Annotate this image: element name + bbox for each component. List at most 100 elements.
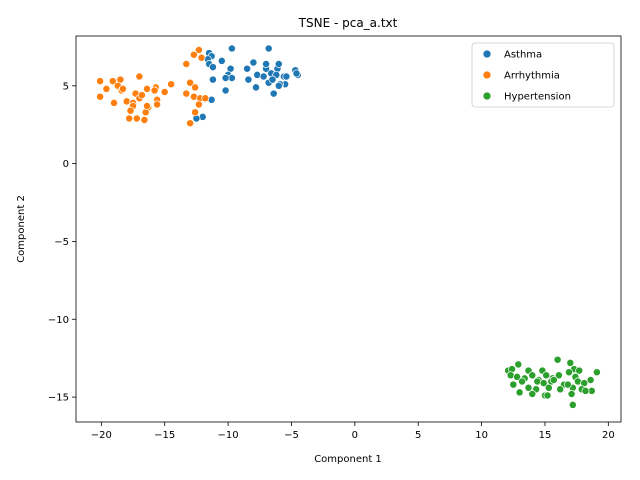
point-arrhythmia-30: [182, 89, 191, 98]
x-tick-label: −5: [284, 430, 299, 441]
point-asthma-27: [252, 83, 260, 92]
point-asthma-18: [244, 75, 253, 84]
point-arrhythmia-27: [153, 100, 162, 109]
point-hypertension-9: [554, 371, 563, 380]
point-hypertension-1: [566, 358, 575, 367]
point-asthma-7: [208, 63, 217, 72]
point-asthma-19: [253, 70, 262, 79]
y-tick-label: 5: [63, 81, 69, 92]
legend-label-asthma: Asthma: [504, 50, 542, 61]
point-hypertension-2: [514, 360, 523, 369]
point-arrhythmia-4: [135, 72, 144, 81]
point-arrhythmia-16: [186, 78, 195, 87]
point-arrhythmia-37: [125, 114, 134, 123]
point-hypertension-41: [581, 386, 590, 395]
point-hypertension-16: [528, 371, 537, 380]
point-hypertension-11: [575, 366, 584, 375]
point-arrhythmia-18: [96, 92, 105, 101]
point-arrhythmia-11: [143, 84, 151, 93]
point-hypertension-0: [553, 355, 562, 364]
y-tick-label: −10: [48, 315, 69, 326]
point-hypertension-29: [509, 380, 518, 389]
x-tick-label: 20: [602, 430, 615, 441]
point-arrhythmia-15: [160, 88, 169, 96]
point-asthma-39: [274, 81, 283, 90]
point-asthma-14: [262, 60, 271, 68]
point-hypertension-44: [543, 391, 552, 400]
legend-marker-asthma: [482, 49, 492, 59]
point-hypertension-40: [567, 390, 576, 398]
point-asthma-37: [282, 72, 291, 81]
point-arrhythmia-39: [140, 116, 149, 124]
point-arrhythmia-36: [126, 106, 135, 115]
x-tick-label: −15: [154, 430, 175, 441]
x-tick-label: 5: [415, 430, 421, 441]
x-axis-label: Component 1: [314, 454, 382, 465]
x-axis-ticks: −20 −15 −10 −5 0 5 10 15 20: [91, 422, 615, 441]
point-asthma-1: [264, 44, 273, 53]
point-arrhythmia-5: [96, 77, 105, 86]
point-arrhythmia-38: [132, 114, 141, 123]
y-tick-label: −15: [48, 393, 69, 404]
point-asthma-25: [221, 74, 230, 82]
y-axis-label: Component 2: [16, 195, 27, 263]
point-asthma-13: [249, 58, 258, 67]
point-arrhythmia-19: [110, 98, 118, 107]
point-asthma-32: [221, 86, 230, 95]
point-arrhythmia-6: [102, 84, 111, 93]
point-arrhythmia-0: [194, 46, 203, 54]
x-tick-label: −20: [91, 430, 112, 441]
point-hypertension-25: [539, 379, 548, 388]
legend-label-hypertension: Hypertension: [504, 92, 571, 103]
legend-box: [471, 42, 615, 108]
x-tick-label: 0: [352, 430, 358, 441]
legend-marker-arrhythmia: [482, 70, 492, 80]
y-tick-label: 0: [63, 159, 69, 170]
point-arrhythmia-35: [191, 108, 200, 117]
point-asthma-20: [259, 72, 268, 81]
point-arrhythmia-7: [108, 77, 117, 86]
point-arrhythmia-14: [167, 80, 176, 89]
point-arrhythmia-13: [150, 86, 159, 95]
point-arrhythmia-40: [186, 119, 195, 128]
point-hypertension-13: [506, 371, 515, 380]
point-hypertension-37: [515, 388, 524, 397]
x-tick-label: −10: [218, 430, 239, 441]
point-hypertension-32: [544, 383, 553, 392]
point-hypertension-18: [542, 371, 551, 380]
point-hypertension-30: [524, 383, 533, 392]
point-asthma-29: [268, 75, 277, 84]
x-tick-label: 10: [475, 430, 488, 441]
point-hypertension-38: [528, 390, 537, 398]
point-arrhythmia-41: [143, 102, 151, 110]
point-arrhythmia-1: [189, 50, 198, 59]
point-hypertension-12: [592, 368, 601, 377]
point-asthma-0: [227, 44, 236, 53]
point-hypertension-43: [568, 400, 577, 409]
point-hypertension-42: [563, 380, 572, 389]
point-arrhythmia-22: [137, 91, 146, 100]
point-hypertension-14: [513, 372, 522, 381]
point-hypertension-10: [565, 368, 573, 377]
point-asthma-9: [243, 64, 252, 73]
legend-label-arrhythmia: Arrhythmia: [504, 71, 560, 82]
point-asthma-5: [217, 56, 226, 65]
chart-title: TSNE - pca_a.txt: [298, 16, 398, 30]
point-arrhythmia-42: [118, 84, 127, 93]
legend-marker-hypertension: [482, 91, 492, 101]
plot-area: [96, 44, 601, 409]
point-arrhythmia-17: [191, 83, 200, 92]
point-asthma-33: [269, 89, 278, 98]
legend: Asthma Arrhythmia Hypertension: [471, 42, 615, 108]
point-hypertension-26: [549, 376, 558, 384]
point-hypertension-33: [556, 385, 565, 394]
point-arrhythmia-33: [201, 94, 210, 103]
point-arrhythmia-3: [182, 60, 191, 68]
point-arrhythmia-2: [197, 53, 206, 62]
axes-frame: [75, 35, 622, 423]
point-asthma-38: [292, 69, 301, 78]
point-arrhythmia-29: [141, 108, 150, 117]
x-tick-label: 15: [539, 430, 552, 441]
point-asthma-26: [208, 75, 217, 84]
